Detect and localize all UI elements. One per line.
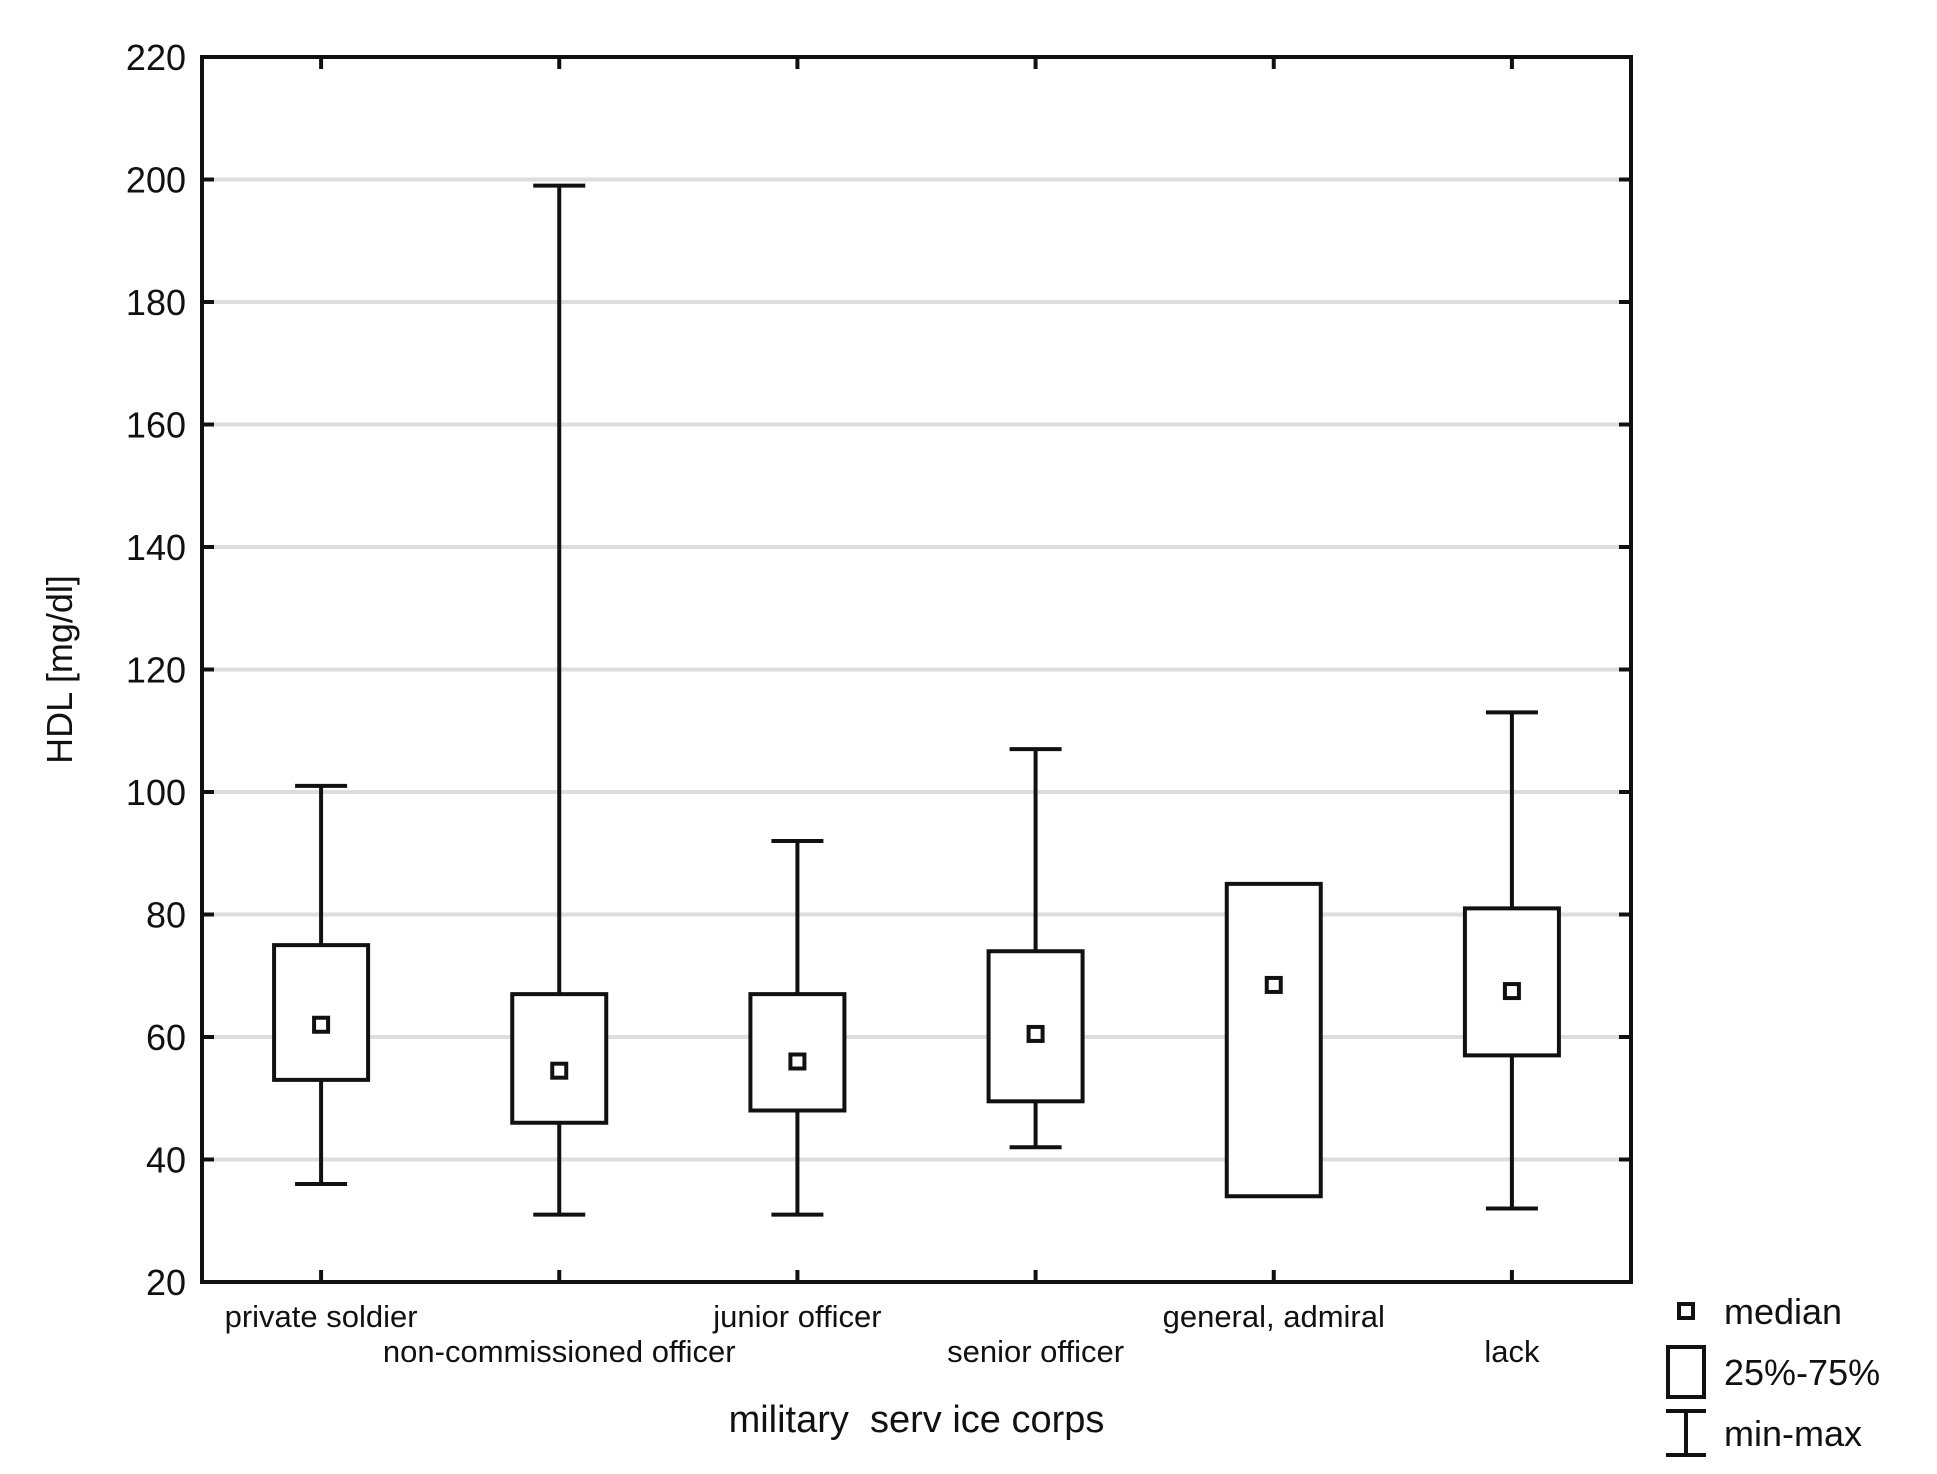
median-marker bbox=[788, 1052, 807, 1071]
legend-item-2: 25%-75% bbox=[1666, 1345, 1880, 1399]
y-tick-label-20: 20 bbox=[146, 1262, 186, 1303]
iqr-box bbox=[1462, 906, 1561, 1058]
median-marker bbox=[312, 1015, 331, 1034]
y-tick-label-60: 60 bbox=[146, 1017, 186, 1058]
y-axis: 20 40 60 80 100 120 140 160 180 200 220 bbox=[126, 37, 1631, 1303]
y-tick-label-180: 180 bbox=[126, 282, 186, 323]
y-tick-label-120: 120 bbox=[126, 650, 186, 691]
boxplots bbox=[272, 183, 1561, 1217]
x-tick-label-2: non-commissioned officer bbox=[383, 1334, 736, 1369]
legend-label-2: 25%-75% bbox=[1724, 1352, 1880, 1393]
legend: median 25%-75% min-max bbox=[1666, 1291, 1880, 1457]
x-tick-label-1: private soldier bbox=[225, 1299, 418, 1334]
iqr-box bbox=[510, 992, 609, 1125]
iqr-box bbox=[272, 943, 371, 1082]
y-tick-label-140: 140 bbox=[126, 527, 186, 568]
median-marker bbox=[1026, 1024, 1045, 1043]
legend-box-symbol bbox=[1666, 1345, 1706, 1399]
legend-whisker-symbol bbox=[1666, 1409, 1706, 1457]
x-tick-label-3: junior officer bbox=[712, 1299, 881, 1334]
y-tick-label-220: 220 bbox=[126, 37, 186, 78]
x-tick-label-6: lack bbox=[1484, 1334, 1540, 1369]
gridlines bbox=[202, 177, 1631, 1162]
median-marker bbox=[550, 1061, 569, 1080]
boxplot-6 bbox=[1462, 710, 1561, 1211]
legend-item-1: median bbox=[1677, 1291, 1842, 1332]
legend-label-1: median bbox=[1724, 1291, 1842, 1332]
y-tick-label-200: 200 bbox=[126, 160, 186, 201]
boxplot-5 bbox=[1224, 881, 1323, 1199]
plot-frame bbox=[200, 55, 1633, 1284]
iqr-box bbox=[748, 992, 847, 1113]
median-marker bbox=[1264, 975, 1283, 994]
x-tick-label-4: senior officer bbox=[947, 1334, 1124, 1369]
y-tick-label-160: 160 bbox=[126, 405, 186, 446]
boxplot-2 bbox=[510, 183, 609, 1217]
y-tick-label-100: 100 bbox=[126, 772, 186, 813]
y-tick-label-80: 80 bbox=[146, 895, 186, 936]
boxplot-1 bbox=[272, 783, 371, 1186]
boxplot-4 bbox=[986, 747, 1085, 1150]
legend-label-3: min-max bbox=[1724, 1413, 1862, 1454]
boxplot-3 bbox=[748, 839, 847, 1217]
legend-median-symbol bbox=[1677, 1302, 1695, 1320]
y-axis-title: HDL [mg/dl] bbox=[39, 575, 80, 764]
x-axis-title: military serv ice corps bbox=[729, 1399, 1105, 1441]
iqr-box bbox=[1224, 881, 1323, 1199]
legend-item-3: min-max bbox=[1666, 1409, 1862, 1457]
median-marker bbox=[1502, 982, 1521, 1001]
x-tick-label-5: general, admiral bbox=[1163, 1299, 1385, 1334]
y-tick-label-40: 40 bbox=[146, 1140, 186, 1181]
